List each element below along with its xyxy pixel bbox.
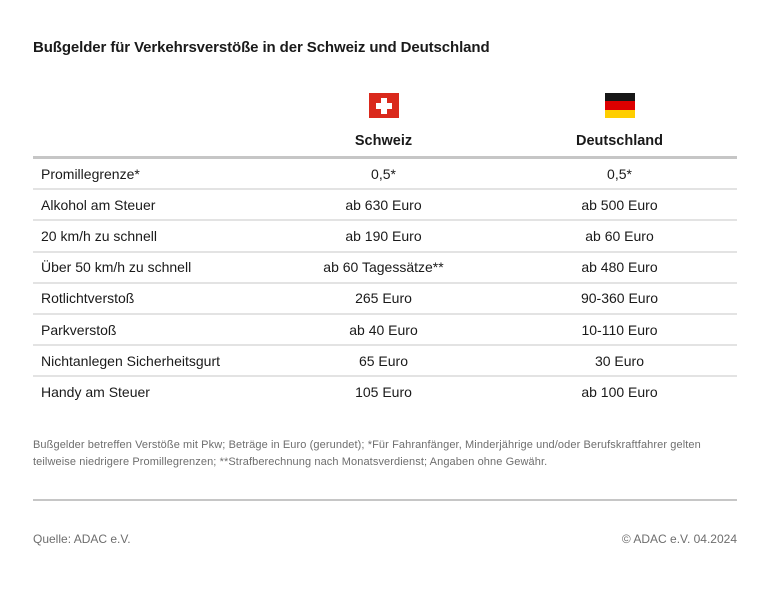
copyright-label: © ADAC e.V. 04.2024 (621, 531, 737, 546)
value-deutschland: 30 Euro (594, 352, 645, 369)
table-row: Rotlichtverstoß 265 Euro 90-360 Euro (33, 281, 737, 313)
value-schweiz: 265 Euro (355, 290, 412, 307)
table-row: Parkverstoß ab 40 Euro 10-110 Euro (33, 312, 737, 344)
table-row: Alkohol am Steuer ab 630 Euro ab 500 Eur… (33, 188, 737, 219)
column-header-row: Schweiz Deutschland (33, 134, 737, 149)
value-deutschland: ab 60 Euro (585, 227, 654, 244)
source-label: Quelle: ADAC e.V. (33, 531, 131, 546)
table-row: Promillegrenze* 0,5* 0,5* (33, 159, 737, 188)
value-schweiz: 105 Euro (355, 383, 412, 400)
value-deutschland: ab 480 Euro (581, 259, 658, 276)
row-label: 20 km/h zu schnell (41, 227, 157, 244)
value-schweiz: 65 Euro (358, 352, 409, 369)
footer-row: Quelle: ADAC e.V. © ADAC e.V. 04.2024 (33, 532, 737, 546)
page-title: Bußgelder für Verkehrsverstöße in der Sc… (33, 39, 490, 56)
row-label: Über 50 km/h zu schnell (41, 259, 192, 276)
row-label: Promillegrenze* (41, 165, 140, 182)
column-label-deutschland: Deutschland (575, 133, 663, 149)
value-deutschland: 0,5* (607, 165, 632, 182)
value-schweiz: 0,5* (371, 165, 396, 182)
germany-flag-black-stripe (604, 93, 635, 102)
fines-table: Promillegrenze* 0,5* 0,5* Alkohol am Ste… (33, 156, 737, 407)
germany-flag-gold-stripe (604, 109, 635, 118)
column-header-spacer (33, 134, 265, 149)
row-label: Rotlichtverstoß (41, 290, 135, 307)
footnote: Bußgelder betreffen Verstöße mit Pkw; Be… (33, 438, 701, 468)
row-label: Nichtanlegen Sicherheitsgurt (41, 352, 220, 369)
germany-flag-red-stripe (604, 101, 635, 110)
footer-divider (33, 498, 737, 501)
row-label: Parkverstoß (41, 321, 117, 338)
column-label-schweiz: Schweiz (354, 133, 413, 149)
switzerland-flag-icon (368, 93, 399, 118)
value-deutschland: ab 500 Euro (581, 196, 658, 213)
row-label: Handy am Steuer (41, 383, 150, 400)
row-label: Alkohol am Steuer (41, 196, 156, 213)
value-deutschland: ab 100 Euro (581, 383, 658, 400)
table-row: Nichtanlegen Sicherheitsgurt 65 Euro 30 … (33, 344, 737, 375)
value-schweiz: ab 40 Euro (349, 321, 418, 338)
table-row: Über 50 km/h zu schnell ab 60 Tagessätze… (33, 250, 737, 282)
value-schweiz: ab 190 Euro (345, 227, 422, 244)
value-deutschland: 10-110 Euro (581, 321, 658, 338)
swiss-cross-horizontal (375, 102, 392, 109)
table-row: Handy am Steuer 105 Euro ab 100 Euro (33, 375, 737, 406)
value-schweiz: ab 60 Tagessätze** (323, 259, 444, 276)
flag-header-row (33, 93, 737, 118)
table-row: 20 km/h zu schnell ab 190 Euro ab 60 Eur… (33, 219, 737, 250)
germany-flag-icon (604, 93, 635, 118)
value-deutschland: 90-360 Euro (580, 290, 659, 307)
value-schweiz: ab 630 Euro (345, 196, 422, 213)
